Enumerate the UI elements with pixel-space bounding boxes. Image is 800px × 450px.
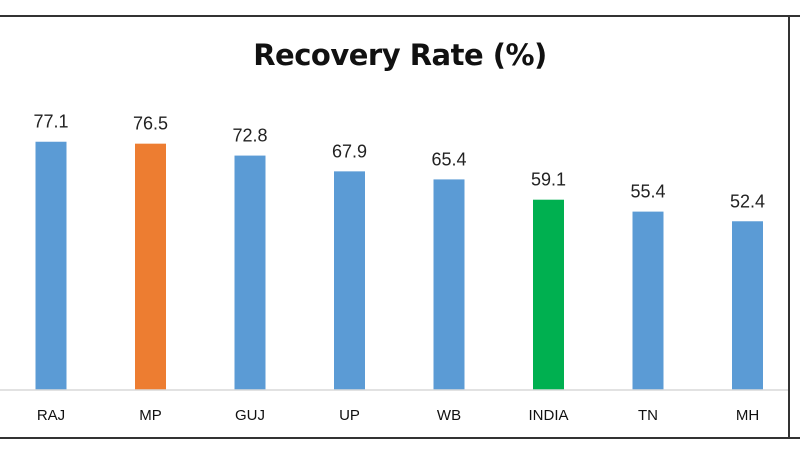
- x-tick-label-tn: TN: [638, 407, 658, 424]
- frame-top-border: [0, 15, 800, 17]
- bar-raj: [35, 141, 67, 390]
- frame-right-border: [788, 15, 790, 439]
- frame-bottom-border: [0, 437, 800, 439]
- x-tick-label-wb: WB: [437, 407, 461, 424]
- bar-tn: [632, 211, 664, 390]
- data-label-wb: 65.4: [431, 149, 466, 169]
- data-label-guj: 72.8: [232, 126, 267, 146]
- bars-group: [35, 141, 763, 390]
- x-tick-labels-group: RAJ MP GUJ UP WB INDIA TN MH: [37, 407, 759, 424]
- data-label-mp: 76.5: [133, 114, 168, 134]
- x-tick-label-up: UP: [339, 407, 360, 424]
- data-label-india: 59.1: [531, 170, 566, 190]
- bar-india: [533, 199, 564, 390]
- data-label-raj: 77.1: [33, 112, 68, 132]
- x-tick-label-india: INDIA: [528, 407, 568, 424]
- bar-wb: [433, 179, 465, 390]
- bar-mh: [732, 221, 763, 390]
- bar-mp: [135, 143, 166, 390]
- x-tick-label-mh: MH: [736, 407, 759, 424]
- data-label-mh: 52.4: [730, 191, 765, 211]
- data-label-tn: 55.4: [630, 182, 665, 202]
- x-tick-label-raj: RAJ: [37, 407, 65, 424]
- x-tick-label-guj: GUJ: [235, 407, 265, 424]
- data-label-up: 67.9: [332, 141, 367, 161]
- bar-guj: [234, 155, 266, 390]
- chart-title: Recovery Rate (%): [253, 38, 547, 72]
- data-labels-group: 77.1 76.5 72.8 67.9 65.4 59.1 55.4 52.4: [33, 112, 765, 212]
- x-tick-label-mp: MP: [139, 407, 162, 424]
- bar-up: [334, 171, 365, 390]
